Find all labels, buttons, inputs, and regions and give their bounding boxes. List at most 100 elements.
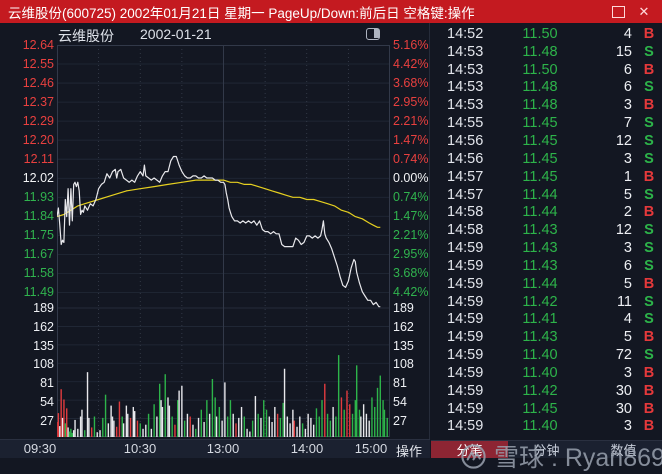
price-axis-label: 81 <box>40 376 54 391</box>
trade-side-flag: B <box>643 400 655 417</box>
pct-axis-label: 108 <box>393 357 414 372</box>
trade-time: 14:59 <box>447 240 484 257</box>
trade-side-flag: B <box>643 364 655 381</box>
trade-price: 11.50 <box>522 61 558 78</box>
trade-volume: 3 <box>623 418 632 435</box>
trade-volume: 5 <box>623 329 632 346</box>
price-axis-label: 12.20 <box>22 133 54 148</box>
trade-price: 11.42 <box>522 293 558 310</box>
close-button[interactable]: ✕ <box>634 4 654 20</box>
trade-time: 14:59 <box>447 347 484 364</box>
maximize-button[interactable] <box>608 4 628 20</box>
trade-side-flag: B <box>643 418 655 435</box>
trade-side-flag: B <box>643 204 655 221</box>
tape-row: 14:59 11.40 3 B <box>431 364 662 382</box>
chart-date: 2002-01-21 <box>140 26 212 42</box>
trade-volume: 5 <box>623 275 632 292</box>
trade-price: 11.40 <box>522 364 558 381</box>
time-tick-label: 09:30 <box>23 441 57 456</box>
trade-price: 11.45 <box>522 115 558 132</box>
tab-分笔[interactable]: 分笔 <box>431 441 508 458</box>
trade-side-flag: S <box>644 293 654 310</box>
tape-row: 14:56 11.45 12 S <box>431 132 662 150</box>
tape-row: 14:53 11.48 15 S <box>431 43 662 61</box>
trade-price: 11.44 <box>522 275 558 292</box>
pct-axis-label: 3.68% <box>393 76 429 91</box>
trade-side-flag: S <box>644 311 654 328</box>
trade-side-flag: S <box>644 240 654 257</box>
time-tick-label: 10:30 <box>123 441 157 456</box>
pct-axis-label: 135 <box>393 338 414 353</box>
tape-row: 14:55 11.45 7 S <box>431 114 662 132</box>
trade-side-flag: S <box>644 186 654 203</box>
trade-volume: 30 <box>615 382 632 399</box>
price-axis-label: 135 <box>33 338 54 353</box>
trade-time: 14:59 <box>447 364 484 381</box>
tape-row: 14:58 11.43 12 S <box>431 221 662 239</box>
trade-volume: 5 <box>623 186 632 203</box>
trade-side-flag: S <box>644 115 654 132</box>
close-icon: ✕ <box>638 3 650 19</box>
price-axis-label: 27 <box>40 413 54 428</box>
window-title: 云维股份(600725) 2002年01月21日 星期一 PageUp/Down… <box>8 5 475 21</box>
trade-volume: 12 <box>615 222 632 239</box>
price-axis-label: 11.58 <box>23 266 54 281</box>
stock-name: 云维股份 <box>58 28 114 44</box>
trade-price: 11.48 <box>522 97 558 114</box>
pct-axis-label: 2.21% <box>393 114 429 129</box>
trade-volume: 3 <box>623 240 632 257</box>
pct-axis-label: 2.95% <box>393 95 429 110</box>
trade-time: 14:59 <box>447 400 484 417</box>
trade-price: 11.45 <box>522 132 558 149</box>
time-axis: 09:30 10:30 13:00 14:00 15:00 操作 <box>0 439 430 459</box>
intraday-chart-panel: 云维股份 2002-01-21 12.64 12.55 12.46 12.37 12.2… <box>0 23 430 459</box>
price-axis-label: 162 <box>33 319 54 334</box>
trade-side-flag: S <box>644 347 654 364</box>
tab-数值[interactable]: 数值 <box>610 443 637 458</box>
tape-tab-bar: 分笔 分钟 数值 <box>431 440 662 458</box>
tape-row: 14:53 11.50 6 B <box>431 61 662 79</box>
trade-time: 14:53 <box>447 61 484 78</box>
price-axis-label: 11.75 <box>23 228 54 243</box>
price-axis-label: 12.37 <box>22 95 54 110</box>
pct-axis-label: 5.16% <box>393 38 429 52</box>
price-axis-label: 12.46 <box>22 76 54 91</box>
trade-time: 14:59 <box>447 293 484 310</box>
trade-price: 11.48 <box>522 79 558 96</box>
trade-volume: 12 <box>615 132 632 149</box>
trade-time: 14:59 <box>447 275 484 292</box>
trade-time: 14:59 <box>447 311 484 328</box>
panel-toggle-icon[interactable] <box>366 28 380 40</box>
trade-time: 14:56 <box>447 132 484 149</box>
pct-axis-label: 4.42% <box>393 285 429 300</box>
action-button[interactable]: 操作 <box>396 444 423 459</box>
pct-axis-label: 0.74% <box>393 152 429 167</box>
price-axis-label: 12.64 <box>22 38 54 52</box>
tape-row: 14:58 11.44 2 B <box>431 203 662 221</box>
trade-time: 14:59 <box>447 382 484 399</box>
time-tick-label: 13:00 <box>206 441 240 456</box>
pct-axis-label: 0.74% <box>393 190 429 205</box>
tab-分钟[interactable]: 分钟 <box>533 443 560 458</box>
trade-volume: 6 <box>623 79 632 96</box>
trade-side-flag: S <box>644 257 654 274</box>
tape-row: 14:59 11.42 30 B <box>431 382 662 400</box>
trade-volume: 30 <box>615 400 632 417</box>
trade-volume: 4 <box>623 311 632 328</box>
average-price-line <box>57 179 381 228</box>
trade-price: 11.40 <box>522 418 558 435</box>
tape-row: 14:57 11.45 1 B <box>431 168 662 186</box>
price-axis-label: 189 <box>33 301 54 315</box>
tape-row: 14:59 11.45 30 B <box>431 400 662 418</box>
price-axis-label: 12.11 <box>23 152 54 167</box>
trade-side-flag: S <box>644 79 654 96</box>
price-line <box>57 155 381 308</box>
trade-side-flag: B <box>643 97 655 114</box>
trade-side-flag: B <box>643 275 655 292</box>
trade-price: 11.50 <box>522 25 558 42</box>
trade-side-flag: B <box>643 168 655 185</box>
tape-row: 14:59 11.43 5 B <box>431 328 662 346</box>
intraday-plot[interactable] <box>57 45 390 437</box>
trade-volume: 15 <box>615 43 632 60</box>
time-and-sales-panel: 14:52 11.50 4 B 14:53 11.48 15 S 14:53 11.50 6 B 14:… <box>431 25 662 436</box>
